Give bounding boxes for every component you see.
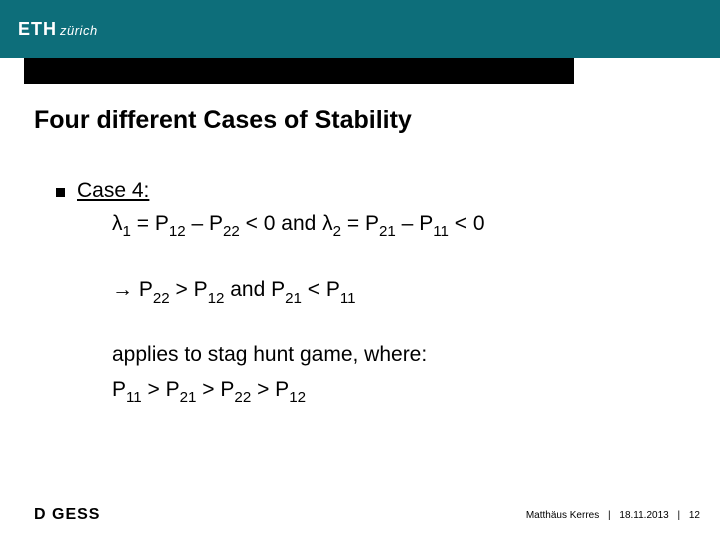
header-bar: ETH zürich	[0, 0, 720, 58]
case-label: Case 4:	[77, 179, 149, 203]
footer: D GESS Matthäus Kerres | 18.11.2013 | 12	[34, 506, 700, 524]
slide-content: Four different Cases of Stability Case 4…	[34, 106, 686, 407]
slide-title: Four different Cases of Stability	[34, 106, 686, 135]
eth-logo: ETH zürich	[18, 19, 98, 40]
footer-sep2: |	[677, 510, 680, 521]
eth-logo-text: ETH	[18, 19, 57, 40]
lambda-conditions: λ1 = P12 – P22 < 0 and λ2 = P21 – P11 < …	[112, 209, 686, 241]
eth-logo-subtext: zürich	[60, 23, 98, 38]
bullet-case4: Case 4:	[56, 179, 686, 203]
dept-label: D GESS	[34, 506, 100, 524]
accent-bar	[24, 58, 574, 84]
applies-line: applies to stag hunt game, where:	[112, 340, 686, 369]
implication-line: → P22 > P12 and P21 < P11	[112, 275, 686, 307]
bullet-icon	[56, 188, 65, 197]
footer-date: 18.11.2013	[619, 510, 668, 521]
footer-meta: Matthäus Kerres | 18.11.2013 | 12	[526, 510, 700, 521]
footer-author: Matthäus Kerres	[526, 510, 599, 521]
ordering-line: P11 > P21 > P22 > P12	[112, 375, 686, 407]
dept-rest: GESS	[47, 506, 101, 523]
footer-page: 12	[689, 510, 700, 521]
dept-d: D	[34, 506, 47, 523]
footer-sep1: |	[608, 510, 611, 521]
